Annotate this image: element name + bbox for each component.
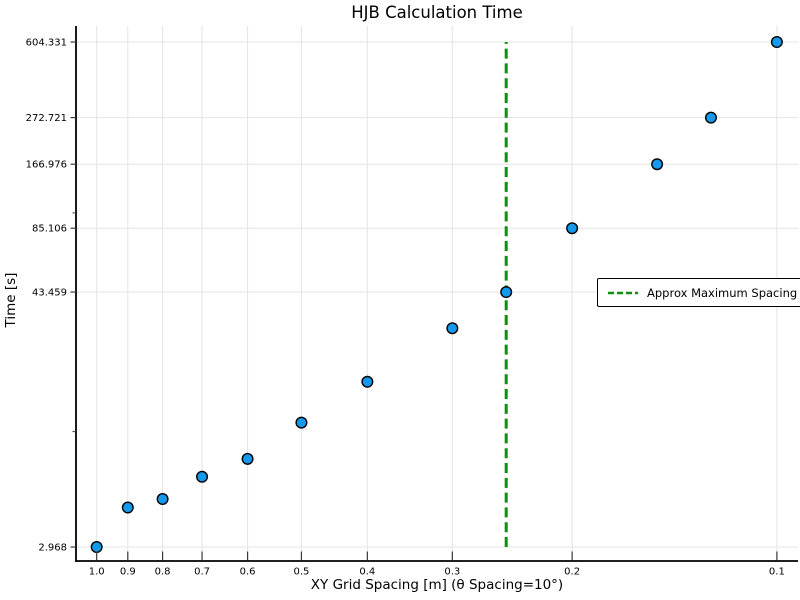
data-point [196, 470, 209, 483]
legend: Approx Maximum Spacing [597, 278, 800, 307]
data-point [361, 375, 374, 388]
x-tick-label: 0.5 [293, 567, 309, 578]
data-point [500, 286, 513, 299]
x-tick-label: 1.0 [89, 567, 105, 578]
x-tick-label: 0.8 [155, 567, 171, 578]
x-tick-label: 0.6 [240, 567, 256, 578]
x-tick-label: 0.4 [359, 567, 375, 578]
data-point [566, 222, 579, 235]
y-tick-label: 166.976 [26, 160, 67, 171]
x-tick-label: 0.3 [444, 567, 460, 578]
data-point [90, 541, 103, 554]
x-axis-label: XY Grid Spacing [m] (θ Spacing=10°) [310, 577, 564, 593]
data-point [770, 36, 783, 49]
data-point [121, 501, 134, 514]
chart-title: HJB Calculation Time [351, 3, 523, 22]
y-tick-label: 272.721 [26, 113, 67, 124]
y-tick-label: 2.968 [38, 543, 67, 554]
y-tick-label: 85.106 [32, 224, 67, 235]
y-tick-label: 43.459 [32, 288, 67, 299]
legend-dashed-line-icon [608, 291, 638, 294]
data-point [241, 452, 254, 465]
legend-label: Approx Maximum Spacing [647, 285, 798, 300]
y-tick-label: 604.331 [26, 38, 67, 49]
data-point [651, 158, 664, 171]
data-point [156, 493, 169, 506]
x-tick-label: 0.1 [769, 567, 785, 578]
y-axis-label: Time [s] [3, 272, 19, 328]
data-point [446, 322, 459, 335]
x-tick-label: 0.2 [564, 567, 580, 578]
data-point [295, 416, 308, 429]
x-tick-label: 0.7 [194, 567, 210, 578]
data-point [704, 111, 717, 124]
x-tick-label: 0.9 [120, 567, 136, 578]
